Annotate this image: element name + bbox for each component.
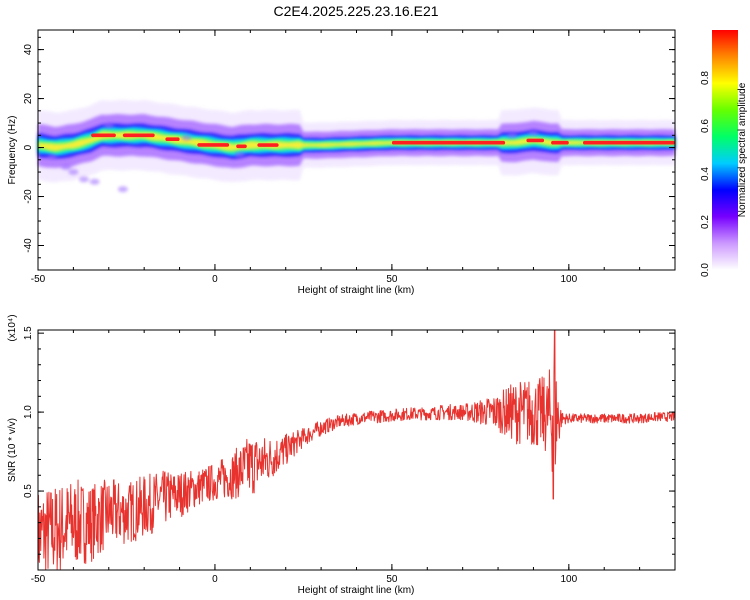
colorbar-ticks: 0.0 0.2 0.4 0.6 0.8 (700, 71, 711, 277)
spectrogram-y-axis-label: Frequency (Hz) (7, 116, 18, 185)
spectrogram-blob (181, 134, 192, 141)
spectrogram-hot-segment (583, 140, 675, 145)
snr-panel: -50 0 50 100 1.5 1.0 0.5 Height of straight l… (7, 314, 676, 596)
snr-y-multiplier: (x10⁴) (7, 314, 18, 341)
spectrogram-blob (68, 169, 79, 175)
x-tick-label: 50 (386, 274, 398, 285)
y-tick-label: 1.0 (23, 405, 34, 419)
spectrogram-hot-segment (236, 144, 247, 149)
spectrogram-hot-segment (257, 143, 279, 147)
spectrogram-hot-segment (391, 140, 506, 145)
x-tick-label: 100 (560, 274, 577, 285)
y-tick-label: 1.5 (23, 326, 34, 340)
spectrogram-panel: -50 0 50 100 40 20 0 -20 -40 Height of straight… (7, 29, 676, 296)
spectrogram-hot-segment (165, 137, 180, 141)
spectrogram-x-axis-label: Height of straight line (km) (298, 285, 415, 296)
colorbar-tick-label: 0.6 (700, 119, 711, 133)
y-tick-label: 0.5 (23, 484, 34, 498)
y-tick-label: 40 (23, 44, 34, 56)
spectrogram-band-green (38, 129, 675, 154)
colorbar-label: Normalized spectral amplitude (737, 82, 748, 217)
y-tick-label: -40 (23, 238, 34, 253)
colorbar-gradient (712, 30, 738, 270)
spectrogram-blob (47, 154, 58, 161)
snr-y-axis-label: SNR (10 * v/v) (7, 418, 18, 482)
colorbar-tick-label: 0.8 (700, 71, 711, 85)
snr-line-series (37, 329, 676, 570)
spectrogram-y-ticks: 40 20 0 -20 -40 (23, 36, 675, 259)
spectrogram-heatmap (38, 99, 675, 193)
spectrogram-blob (234, 151, 245, 158)
snr-background (38, 330, 675, 570)
snr-series-line (37, 329, 676, 570)
x-tick-label: 0 (212, 574, 218, 585)
snr-x-axis-label: Height of straight line (km) (298, 585, 415, 596)
spectrogram-blob (103, 122, 114, 129)
spectrogram-blob (61, 164, 72, 171)
colorbar-tick-label: 0.2 (700, 215, 711, 229)
spectrogram-hot-segment (197, 143, 230, 147)
spectrogram-hot-segment (91, 133, 116, 138)
y-tick-label: 0 (23, 144, 34, 150)
x-tick-label: 50 (386, 574, 398, 585)
colorbar: 0.0 0.2 0.4 0.6 0.8 Normalized spectral ampl… (700, 30, 748, 277)
snr-y-ticks: 1.5 1.0 0.5 (23, 326, 675, 555)
spectrogram-hot-segment (526, 138, 545, 143)
colorbar-tick-label: 0.4 (700, 167, 711, 181)
spectrogram-blob (79, 176, 89, 183)
spectrogram-x-ticks: -50 0 50 100 (31, 30, 676, 285)
y-tick-label: 20 (23, 93, 34, 105)
spectrogram-hot-segment (122, 133, 155, 138)
spectrogram-blob (89, 178, 100, 185)
x-tick-label: 100 (560, 574, 577, 585)
y-tick-label: -20 (23, 189, 34, 204)
snr-x-ticks: -50 0 50 100 (31, 330, 676, 585)
spectrogram-band-yellow (38, 131, 675, 152)
x-tick-label: -50 (31, 574, 46, 585)
x-tick-label: 0 (212, 274, 218, 285)
spectrogram-hot-segment (551, 140, 569, 145)
x-tick-label: -50 (31, 274, 46, 285)
spectrogram-blob (507, 132, 518, 139)
figure-title: C2E4.2025.225.23.16.E21 (273, 3, 438, 19)
colorbar-tick-label: 0.0 (700, 263, 711, 277)
spectrogram-blob (528, 129, 539, 136)
spectrogram-blob (117, 186, 128, 193)
